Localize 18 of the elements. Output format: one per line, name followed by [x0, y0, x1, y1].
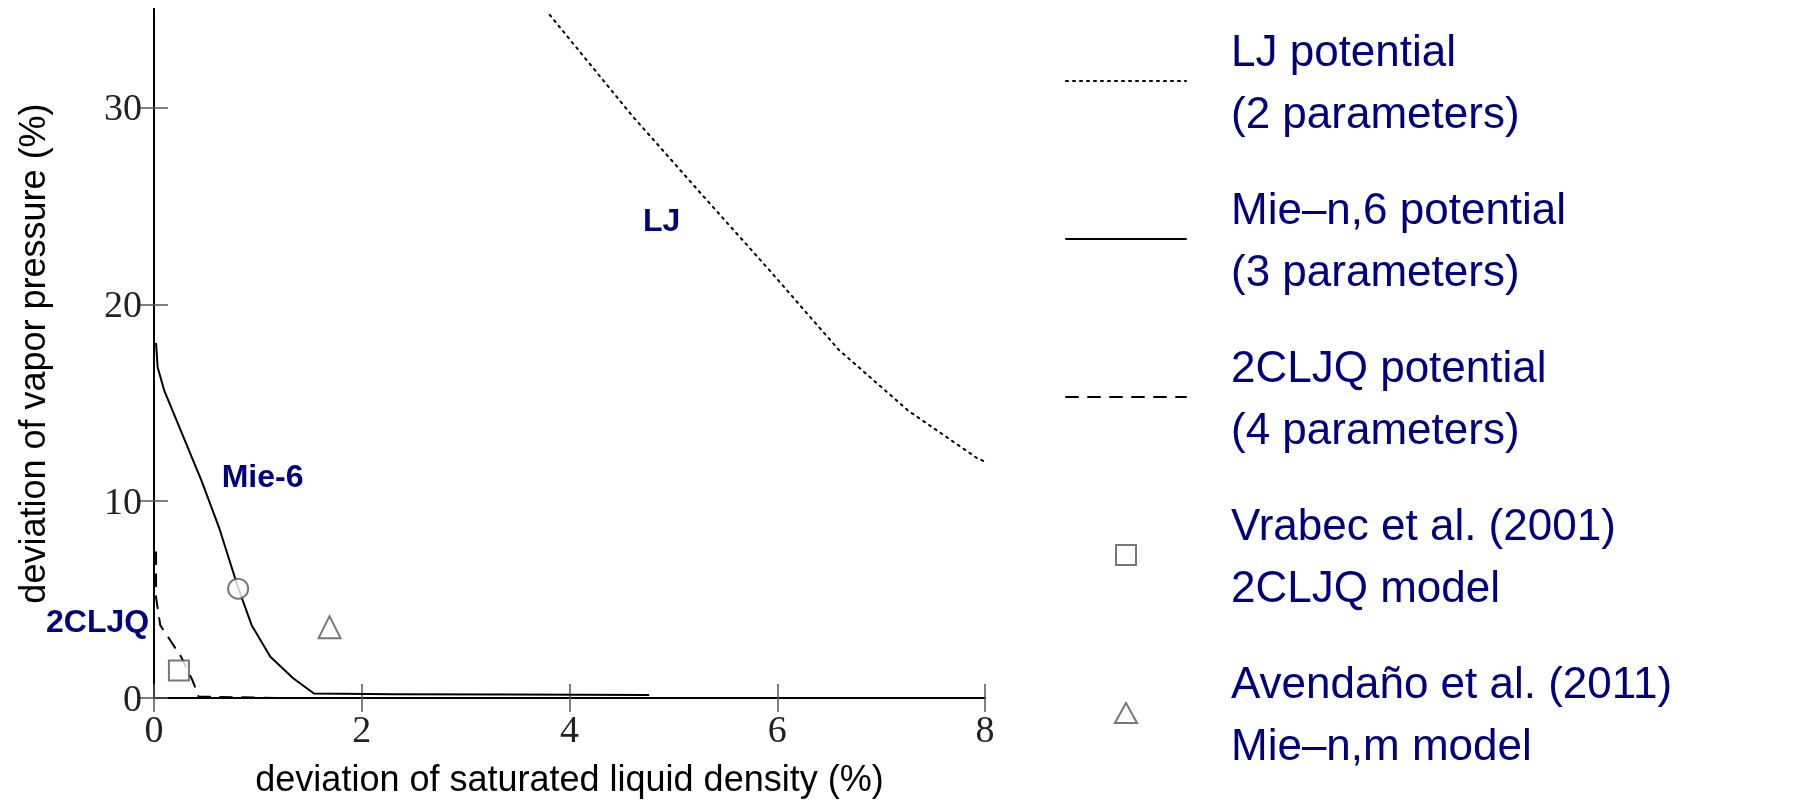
annotation: 2CLJQ: [46, 603, 150, 640]
y-tick-label: 10: [104, 480, 142, 523]
y-tick-label: 30: [104, 86, 142, 129]
x-tick-label: 8: [975, 708, 995, 750]
annotation: LJ: [642, 201, 681, 238]
y-tick-label: 0: [123, 677, 142, 719]
y-axis-title: deviation of vapor pressure (%): [11, 103, 53, 604]
y-tick-label: 20: [104, 283, 142, 326]
legend-label: Avendaño et al. (2011) Mie–n,m model: [1231, 657, 1673, 769]
x-tick-label: 4: [560, 708, 579, 750]
legend-label: Mie–n,6 potential (3 parameters): [1231, 183, 1567, 295]
x-axis-title: deviation of saturated liquid density (%): [255, 757, 884, 799]
x-tick-label: 6: [767, 708, 787, 750]
x-tick-label: 2: [352, 708, 372, 750]
annotation: Mie-6: [221, 457, 304, 494]
legend-label: Vrabec et al. (2001) 2CLJQ model: [1231, 499, 1616, 611]
legend-label: LJ potential (2 parameters): [1231, 25, 1520, 137]
legend-label: 2CLJQ potential (4 parameters): [1231, 341, 1547, 453]
